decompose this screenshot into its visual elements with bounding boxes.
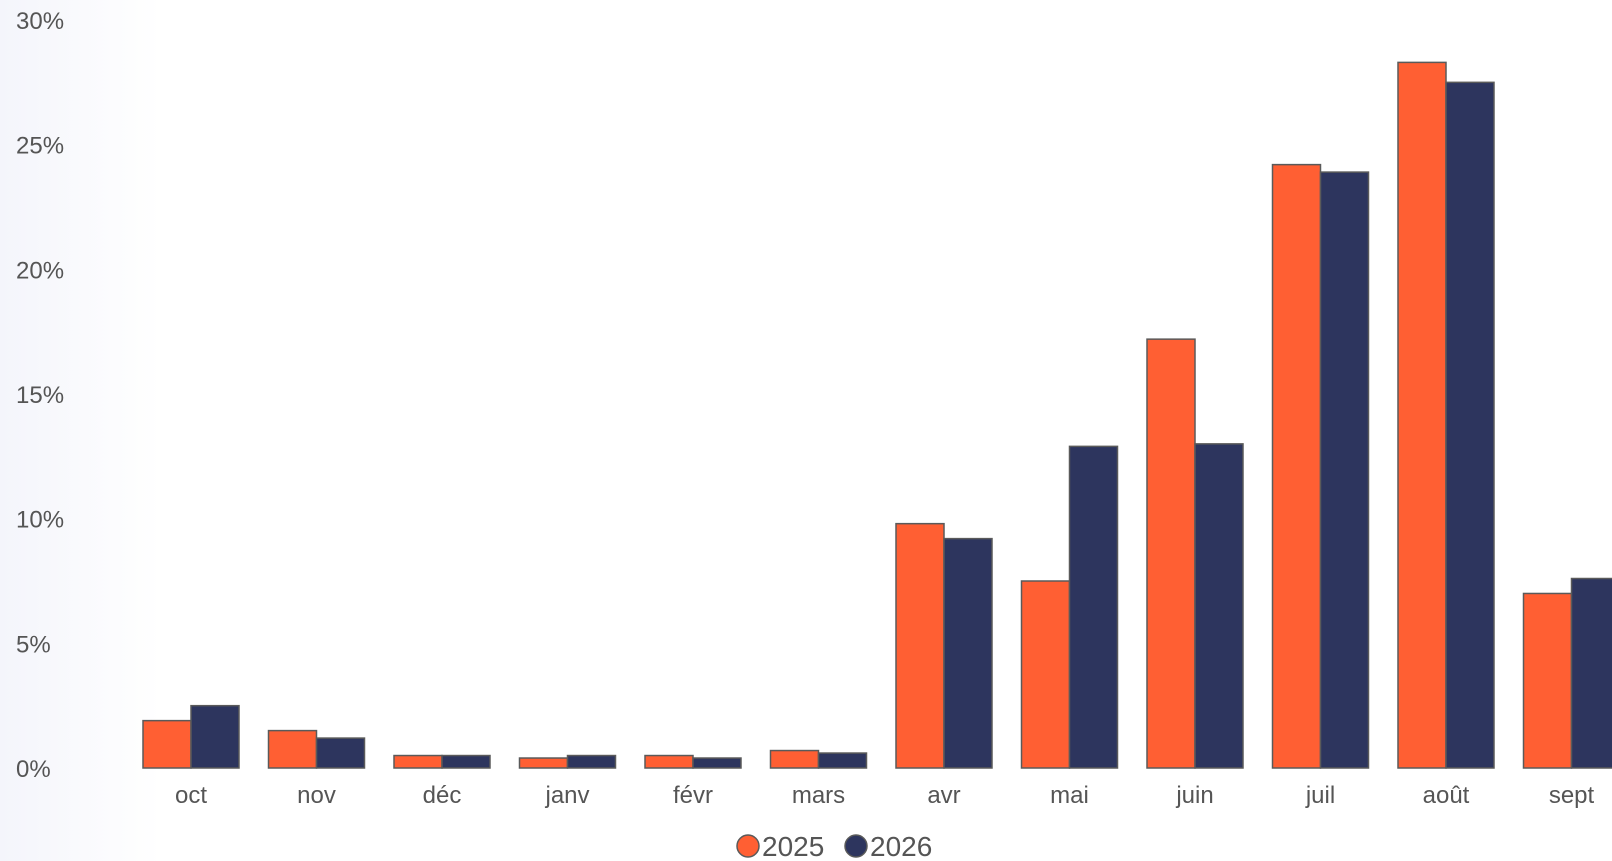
x-tick-label: févr — [673, 782, 713, 809]
y-tick-label: 30% — [16, 8, 64, 35]
bar-2026-juin[interactable] — [1194, 443, 1244, 769]
x-tick-label: sept — [1549, 782, 1595, 809]
y-tick-label: 15% — [16, 382, 64, 409]
legend-item-2025[interactable]: 2025 — [736, 831, 824, 861]
x-tick-label: nov — [297, 782, 336, 809]
legend-label: 2025 — [762, 831, 824, 861]
x-tick-label: janv — [544, 782, 589, 809]
bar-2025-mai[interactable] — [1020, 580, 1071, 769]
bar-2026-août[interactable] — [1445, 81, 1495, 769]
bar-2026-nov[interactable] — [315, 737, 366, 769]
y-tick-label: 20% — [16, 257, 64, 284]
x-axis: oct nov déc janv févr mars avr mai juin juil août s… — [175, 782, 1595, 809]
x-tick-label: mars — [792, 782, 845, 809]
legend-marker — [844, 834, 868, 858]
y-tick-label: 5% — [16, 631, 51, 658]
x-tick-label: déc — [423, 782, 462, 809]
bar-2026-avr[interactable] — [943, 537, 993, 769]
bar-2025-avr[interactable] — [895, 522, 945, 769]
bar-2026-mai[interactable] — [1068, 445, 1119, 769]
bar-2025-juin[interactable] — [1146, 338, 1196, 769]
y-tick-label: 25% — [16, 133, 64, 160]
bar-2025-janv[interactable] — [518, 757, 569, 769]
bar-2025-mars[interactable] — [769, 749, 820, 769]
bar-2025-juil[interactable] — [1271, 163, 1322, 769]
x-tick-label: juil — [1305, 782, 1335, 809]
legend-label: 2026 — [870, 831, 932, 861]
x-tick-label: oct — [175, 782, 207, 809]
y-axis: 0% 5% 10% 15% 20% 25% 30% — [16, 8, 64, 783]
bar-2025-août[interactable] — [1397, 61, 1447, 769]
legend[interactable]: 2025 2026 — [736, 831, 932, 861]
bar-2026-janv[interactable] — [566, 754, 617, 769]
bar-2025-oct[interactable] — [142, 719, 192, 769]
bar-2026-sept[interactable] — [1570, 577, 1612, 769]
x-tick-label: août — [1423, 782, 1470, 809]
bar-2025-févr[interactable] — [644, 754, 694, 769]
bar-2026-déc[interactable] — [441, 754, 491, 769]
y-tick-label: 0% — [16, 756, 51, 783]
x-tick-label: avr — [927, 782, 960, 809]
y-tick-label: 10% — [16, 507, 64, 534]
bar-2026-mars[interactable] — [817, 752, 868, 769]
legend-marker — [736, 834, 760, 858]
bar-2026-oct[interactable] — [190, 704, 240, 769]
bar-2025-nov[interactable] — [267, 729, 318, 769]
legend-item-2026[interactable]: 2026 — [844, 831, 932, 861]
bar-2025-déc[interactable] — [393, 754, 443, 769]
bar-2026-juil[interactable] — [1319, 171, 1370, 769]
bar-2026-févr[interactable] — [692, 757, 742, 769]
bars-group — [142, 61, 1612, 769]
x-tick-label: mai — [1050, 782, 1089, 809]
bar-2025-sept[interactable] — [1522, 592, 1573, 769]
x-tick-label: juin — [1175, 782, 1213, 809]
